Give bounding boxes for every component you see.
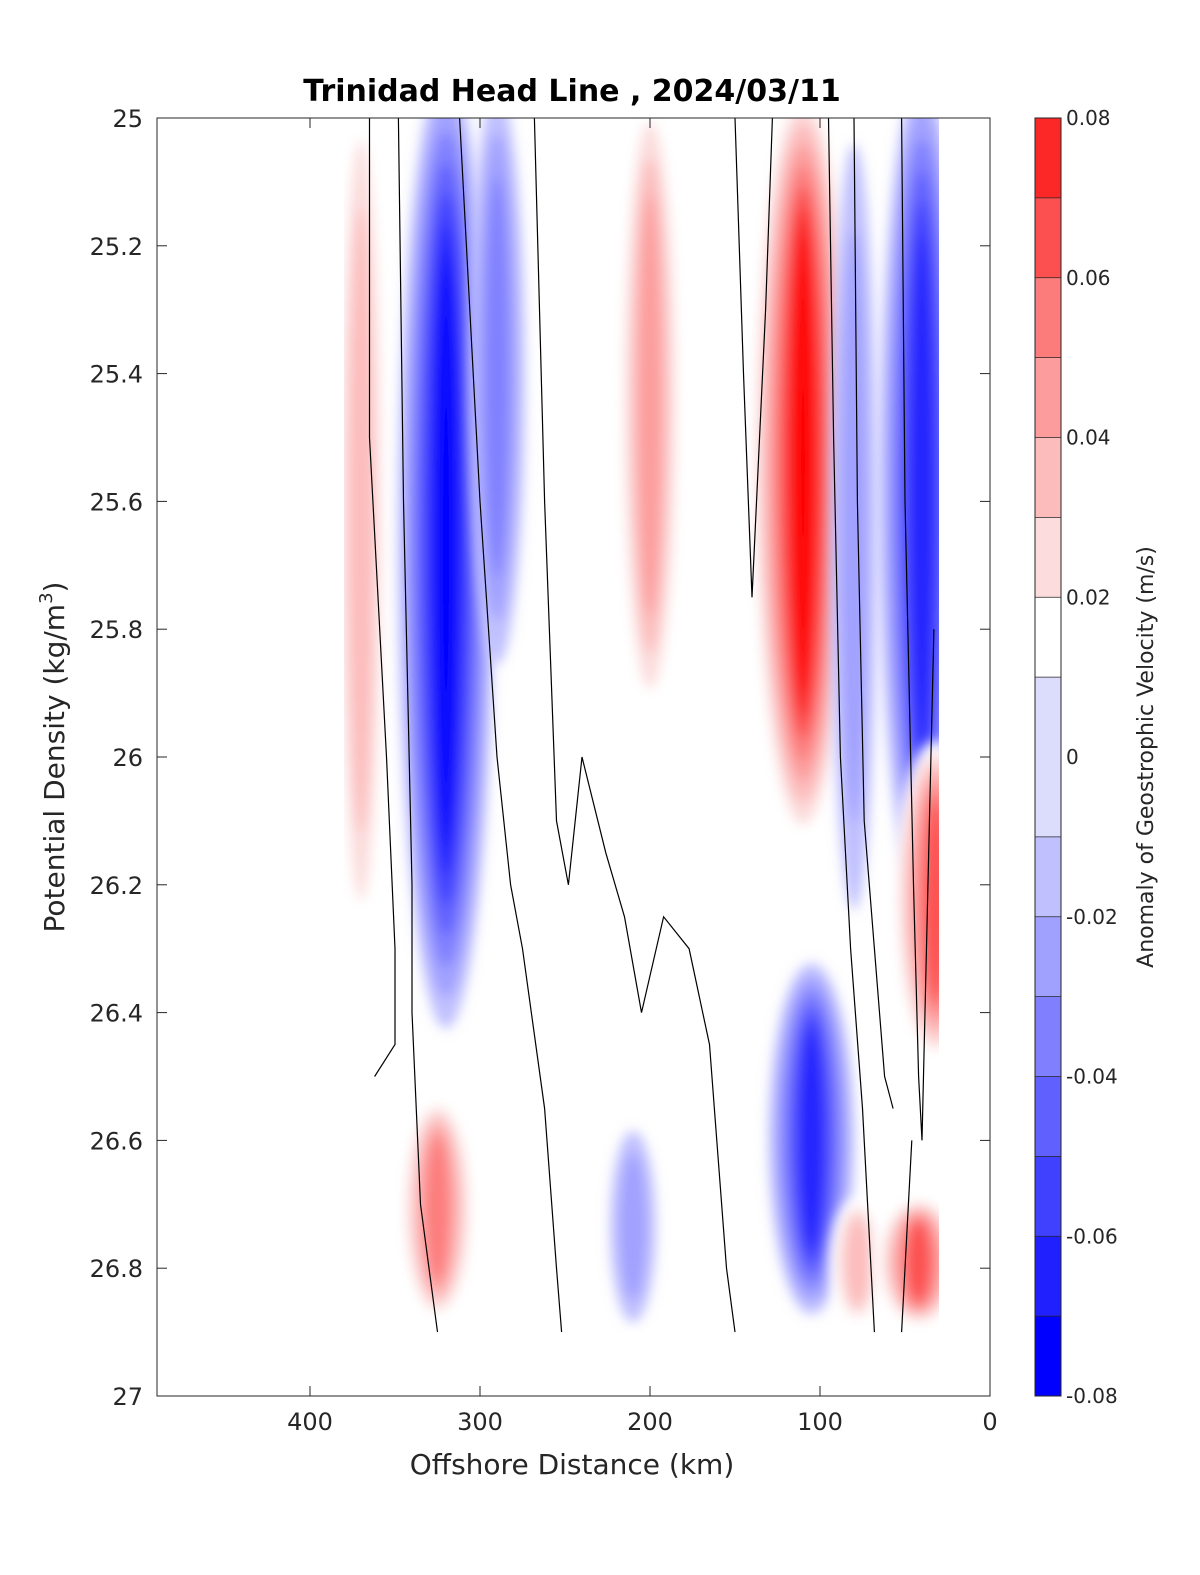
y-tick-label: 25.2	[90, 233, 143, 261]
y-tick-label: 26	[112, 744, 143, 772]
colorbar-tick-label: 0.02	[1066, 585, 1111, 609]
zero-contour-0	[368, 118, 396, 1077]
x-tick-label: 300	[457, 1408, 503, 1436]
colorbar: 0.08 0.06 0.04 0.02 0 -0.02 -0.04 -0.06 -0.08	[1034, 106, 1118, 1408]
feature-band	[426, 1137, 449, 1281]
zero-contour-2	[459, 117, 563, 1333]
colorbar-segment	[1035, 1156, 1061, 1237]
colorbar-segment	[1035, 277, 1061, 358]
y-axis-label: Potential Density (kg/m3)	[36, 582, 71, 933]
colorbar-segment	[1035, 197, 1061, 278]
zero-contour-1	[397, 117, 439, 1333]
feature-band	[485, 175, 509, 579]
feature-band	[801, 1028, 822, 1249]
zero-contour-6	[853, 117, 894, 1109]
x-tick-label: 100	[797, 1408, 843, 1436]
x-tick-label: 0	[982, 1408, 997, 1436]
colorbar-tick-label: -0.06	[1066, 1224, 1118, 1248]
y-tick-label: 25.6	[90, 488, 143, 516]
feature-band	[435, 254, 457, 844]
y-tick-label: 26.4	[90, 1000, 143, 1028]
colorbar-tick-label: 0.08	[1066, 106, 1111, 130]
zero-contour-3	[533, 117, 736, 1333]
y-tick-label: 25.8	[90, 616, 143, 644]
y-tick-label: 26.6	[90, 1127, 143, 1155]
y-tick-label: 26.2	[90, 872, 143, 900]
feature-band	[845, 1217, 870, 1307]
colorbar-tick-label: -0.08	[1066, 1384, 1118, 1408]
feature-6	[879, 118, 939, 908]
feature-3	[617, 118, 683, 725]
y-axis-ticks: 25 25.2 25.4 25.6 25.8 26 26.2 26.4 26.6 26.8 27	[90, 105, 990, 1411]
colorbar-segment	[1035, 996, 1061, 1077]
x-tick-label: 400	[287, 1408, 333, 1436]
feature-5	[831, 143, 877, 911]
colorbar-segment	[1035, 1316, 1061, 1396]
feature-band	[840, 229, 868, 825]
feature-8	[399, 1097, 476, 1321]
y-tick-label: 25.4	[90, 361, 143, 389]
colorbar-tick-label: 0.04	[1066, 426, 1111, 450]
feature-12	[875, 1197, 939, 1326]
x-axis-ticks: 400 300 200 100 0	[287, 118, 998, 1436]
feature-band	[792, 230, 814, 696]
feature-band	[908, 1221, 930, 1302]
y-tick-label: 26.8	[90, 1255, 143, 1283]
colorbar-tick-label: 0.06	[1066, 266, 1111, 290]
x-tick-label: 200	[627, 1408, 673, 1436]
feature-band	[619, 1152, 647, 1301]
colorbar-segment	[1035, 517, 1061, 598]
zero-contour-4	[734, 117, 773, 598]
feature-9	[610, 1130, 656, 1323]
y-tick-label: 27	[112, 1383, 143, 1411]
feature-4	[750, 118, 856, 847]
colorbar-segment	[1035, 1236, 1061, 1317]
colorbar-segment	[1035, 836, 1061, 917]
colorbar-frame	[1034, 117, 1062, 1397]
colorbar-tick-label: -0.02	[1066, 905, 1118, 929]
feature-band	[911, 232, 933, 752]
feature-0	[344, 118, 389, 968]
feature-band	[349, 207, 373, 834]
feature-1	[398, 118, 494, 1029]
y-tick-label: 25	[112, 105, 143, 133]
zero-contour-8	[901, 1140, 913, 1333]
colorbar-segment	[1035, 1076, 1061, 1157]
colorbar-segment	[1035, 597, 1061, 678]
feature-11	[829, 1197, 886, 1326]
chart-title: Trinidad Head Line , 2024/03/11	[303, 74, 840, 109]
colorbar-tick-label: 0	[1066, 745, 1079, 769]
colorbar-segment	[1035, 118, 1061, 198]
zero-contour-5	[827, 117, 875, 1333]
colorbar-segment	[1035, 437, 1061, 518]
colorbar-segment	[1035, 916, 1061, 997]
zero-contours	[368, 117, 935, 1333]
velocity-field	[344, 118, 939, 1326]
colorbar-label: Anomaly of Geostrophic Velocity (m/s)	[1134, 546, 1159, 968]
feature-band	[638, 193, 662, 618]
colorbar-segment	[1035, 357, 1061, 438]
feature-10	[768, 963, 855, 1315]
x-axis-label: Offshore Distance (km)	[410, 1448, 735, 1481]
zero-contour-7	[901, 117, 935, 1141]
colorbar-tick-label: -0.04	[1066, 1065, 1118, 1089]
feature-2	[469, 118, 525, 665]
colorbar-segment	[1035, 677, 1061, 837]
